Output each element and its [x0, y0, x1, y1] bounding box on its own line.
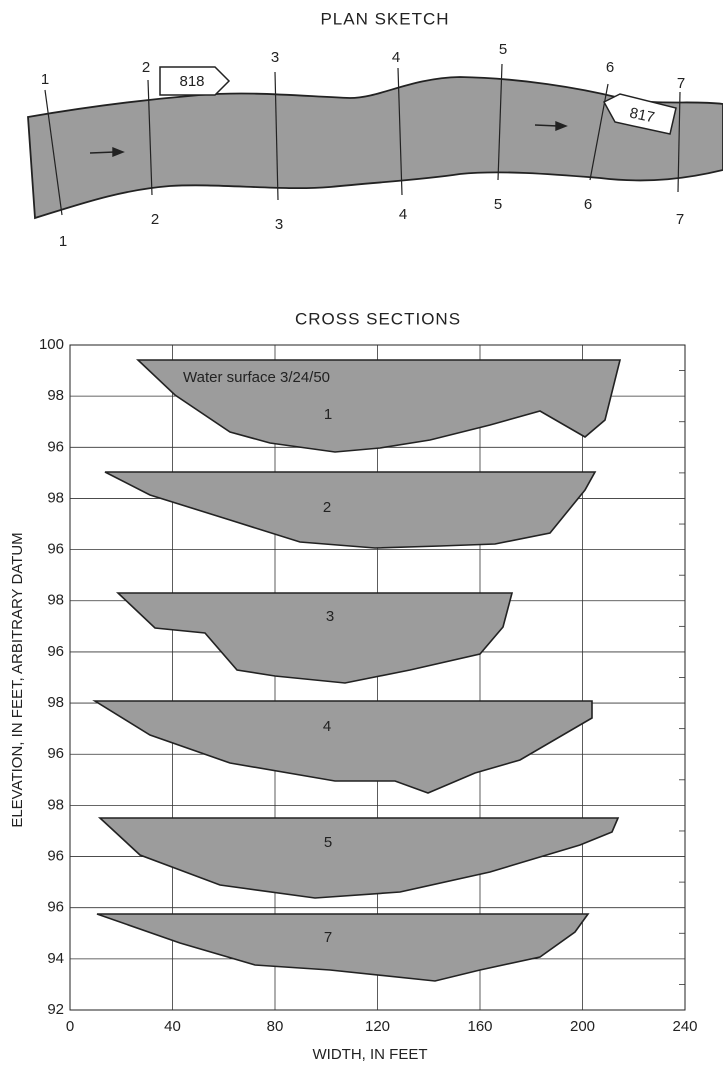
y-axis-label: ELEVATION, IN FEET, ARBITRARY DATUM [9, 532, 26, 827]
section-1 [135, 359, 622, 453]
marker-818: 818 [179, 73, 204, 90]
section-bottom-label: 7 [676, 211, 684, 228]
section-label: 1 [324, 406, 332, 423]
marker-817: 817 [628, 105, 656, 127]
y-tick-label: 98 [47, 489, 64, 506]
y-tick-label: 96 [47, 438, 64, 455]
section-top-label: 1 [41, 71, 49, 88]
section-bottom-label: 3 [275, 216, 283, 233]
section-top-label: 3 [271, 49, 279, 66]
section-top-label: 5 [499, 41, 507, 58]
y-tick-label: 100 [39, 336, 64, 353]
marker-818-box [159, 66, 231, 96]
marker-817-box [602, 93, 677, 135]
section-top-label: 4 [392, 49, 400, 66]
section-5 [97, 817, 620, 899]
river [27, 76, 723, 220]
section-label: 5 [324, 834, 332, 851]
section-top-label: 6 [606, 59, 614, 76]
cross-title: CROSS SECTIONS [295, 309, 461, 328]
x-tick-label: 80 [267, 1018, 284, 1035]
x-tick-label: 120 [365, 1018, 390, 1035]
section-top-label: 7 [677, 75, 685, 92]
section-bottom-label: 5 [494, 196, 502, 213]
section-7 [96, 913, 590, 982]
x-tick-label: 40 [164, 1018, 181, 1035]
section-lines [44, 63, 681, 216]
section-bottom-label: 6 [584, 196, 592, 213]
section-label: 4 [323, 718, 331, 735]
section-2 [104, 471, 597, 549]
y-tick-label: 96 [47, 848, 64, 865]
y-tick-label: 96 [47, 899, 64, 916]
y-tick-label: 98 [47, 592, 64, 609]
annotation: Water surface 3/24/50 [183, 369, 330, 386]
section-bottom-label: 1 [59, 233, 67, 250]
y-tick-label: 98 [47, 796, 64, 813]
y-tick-label: 98 [47, 387, 64, 404]
y-tick-label: 96 [47, 541, 64, 558]
x-tick-label: 0 [66, 1018, 74, 1035]
y-tick-label: 94 [47, 950, 64, 967]
section-bottom-label: 2 [151, 211, 159, 228]
section-label: 2 [323, 499, 331, 516]
section-3 [115, 592, 514, 684]
section-4 [92, 700, 593, 794]
section-label: 3 [326, 608, 334, 625]
x-tick-label: 200 [570, 1018, 595, 1035]
flow-arrows [89, 120, 568, 158]
y-tick-label: 96 [47, 643, 64, 660]
x-tick-label: 240 [672, 1018, 697, 1035]
plan-title: PLAN SKETCH [320, 9, 449, 28]
x-tick-label: 160 [467, 1018, 492, 1035]
section-bottom-label: 4 [399, 206, 407, 223]
y-tick-label: 98 [47, 694, 64, 711]
x-axis-label: WIDTH, IN FEET [313, 1046, 428, 1063]
y-tick-label: 92 [47, 1001, 64, 1018]
y-tick-label: 96 [47, 745, 64, 762]
section-label: 7 [324, 929, 332, 946]
section-top-label: 2 [142, 59, 150, 76]
